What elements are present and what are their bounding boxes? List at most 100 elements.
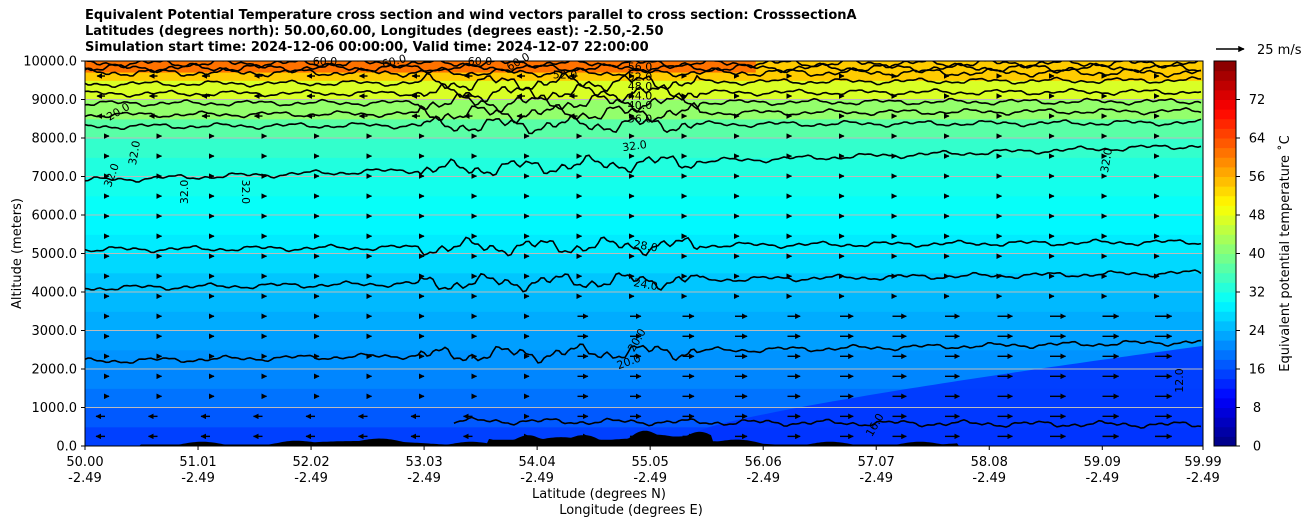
contour-label: 28.0 [632,238,658,255]
theta-e-band [85,369,1203,389]
colorbar-segment [1214,89,1236,100]
colorbar-segment [1214,301,1236,312]
colorbar-segment [1214,176,1236,187]
colorbar-tick-label: 48 [1249,209,1266,224]
colorbar-segment [1214,349,1236,360]
x-tick-lat-label: 59.09 [1084,455,1121,470]
colorbar-segment [1214,426,1236,437]
contour-line [85,269,1202,293]
colorbar-segment [1214,99,1236,110]
contour-line [85,92,1202,114]
colorbar-tick-label: 32 [1249,286,1266,301]
colorbar-segment [1214,282,1236,293]
theta-e-band [85,157,1203,178]
colorbar-segment [1214,80,1236,91]
colorbar-segment [1214,243,1236,254]
x-axis-label-longitude: Longitude (degrees E) [559,503,703,518]
x-tick-lon-label: -2.49 [520,471,554,486]
contour-label: 32.0 [621,138,647,154]
colorbar-tick-label: 40 [1249,247,1266,262]
colorbar-segment [1214,330,1236,341]
x-tick-lat-label: 55.05 [632,455,669,470]
x-tick-lat-label: 53.03 [405,455,442,470]
x-tick-lon-label: -2.49 [1186,471,1220,486]
x-tick-lon-label: -2.49 [407,471,441,486]
colorbar-segment [1214,195,1236,206]
y-tick-label: 3000.0 [32,324,78,339]
colorbar-segment [1214,215,1236,226]
colorbar-segment [1214,311,1236,322]
theta-e-band [85,253,1203,274]
x-tick-lon-label: -2.49 [972,471,1006,486]
colorbar-label: Equivalent potential temperature ˚C [1277,135,1293,371]
contour-label: 44.0 [628,90,653,103]
colorbar-tick-label: 8 [1253,401,1261,416]
contour-line [85,62,1202,74]
colorbar-segment [1214,157,1236,168]
colorbar-segment [1214,128,1236,139]
theta-e-band [85,138,1203,158]
y-axis-label: Altitude (meters) [10,198,25,309]
colorbar-segment [1214,417,1236,428]
colorbar-segment [1214,147,1236,158]
contour-label: 40.0 [628,99,653,112]
contour-line [85,339,1202,364]
y-tick-label: 0.0 [56,440,77,455]
colorbar-segment [1214,205,1236,216]
colorbar-segment [1214,436,1236,447]
x-tick-lat-label: 57.07 [858,455,895,470]
colorbar-segment [1214,388,1236,399]
contour-line [85,82,1202,104]
theta-e-band [85,215,1203,235]
theta-e-warm-patch [85,61,756,73]
theta-e-band [85,195,1203,216]
colorbar-segment [1214,359,1236,370]
y-tick-label: 4000.0 [32,286,78,301]
x-tick-lon-label: -2.49 [68,471,102,486]
contour-line [85,144,1202,183]
x-tick-lon-label: -2.49 [633,471,667,486]
colorbar-segment [1214,263,1236,274]
theta-e-band [85,176,1203,197]
x-tick-lat-label: 59.99 [1184,455,1221,470]
colorbar-segment [1214,166,1236,177]
colorbar-segment [1214,224,1236,235]
theta-e-band [85,349,1203,370]
colorbar-tick-label: 72 [1249,93,1266,108]
x-axis-label-latitude: Latitude (degrees N) [532,487,666,502]
colorbar-segment [1214,407,1236,418]
theta-e-band [85,311,1203,332]
colorbar-segment [1214,70,1236,81]
contour-line [85,61,1200,69]
colorbar-tick-label: 24 [1249,324,1266,339]
colorbar-segment [1214,109,1236,120]
x-tick-lon-label: -2.49 [859,471,893,486]
colorbar-segment [1214,118,1236,129]
terrain [85,430,1203,446]
colorbar-tick-label: 16 [1249,363,1266,378]
y-tick-label: 6000.0 [32,209,78,224]
colorbar-segment [1214,253,1236,264]
x-tick-lon-label: -2.49 [1085,471,1119,486]
x-tick-lat-label: 51.01 [179,455,216,470]
contour-label: 52.0 [553,68,578,81]
colorbar-segment [1214,138,1236,149]
y-tick-label: 2000.0 [32,363,78,378]
colorbar-segment [1214,234,1236,245]
contour-label: 24.0 [632,276,658,293]
contour-label: 56.0 [628,61,653,74]
contour-label: 32.0 [126,140,143,166]
colorbar-segment [1214,320,1236,331]
y-tick-label: 8000.0 [32,132,78,147]
colorbar-tick-label: 64 [1249,132,1266,147]
x-tick-lon-label: -2.49 [181,471,215,486]
colorbar-segment [1214,369,1236,380]
x-tick-lat-label: 54.04 [519,455,556,470]
colorbar-segment [1214,186,1236,197]
colorbar-segment [1214,340,1236,351]
x-tick-lat-label: 50.00 [66,455,103,470]
x-tick-lon-label: -2.49 [294,471,328,486]
colorbar-segment [1214,397,1236,408]
title-line-1: Equivalent Potential Temperature cross s… [85,8,857,23]
contour-line [85,72,1202,93]
